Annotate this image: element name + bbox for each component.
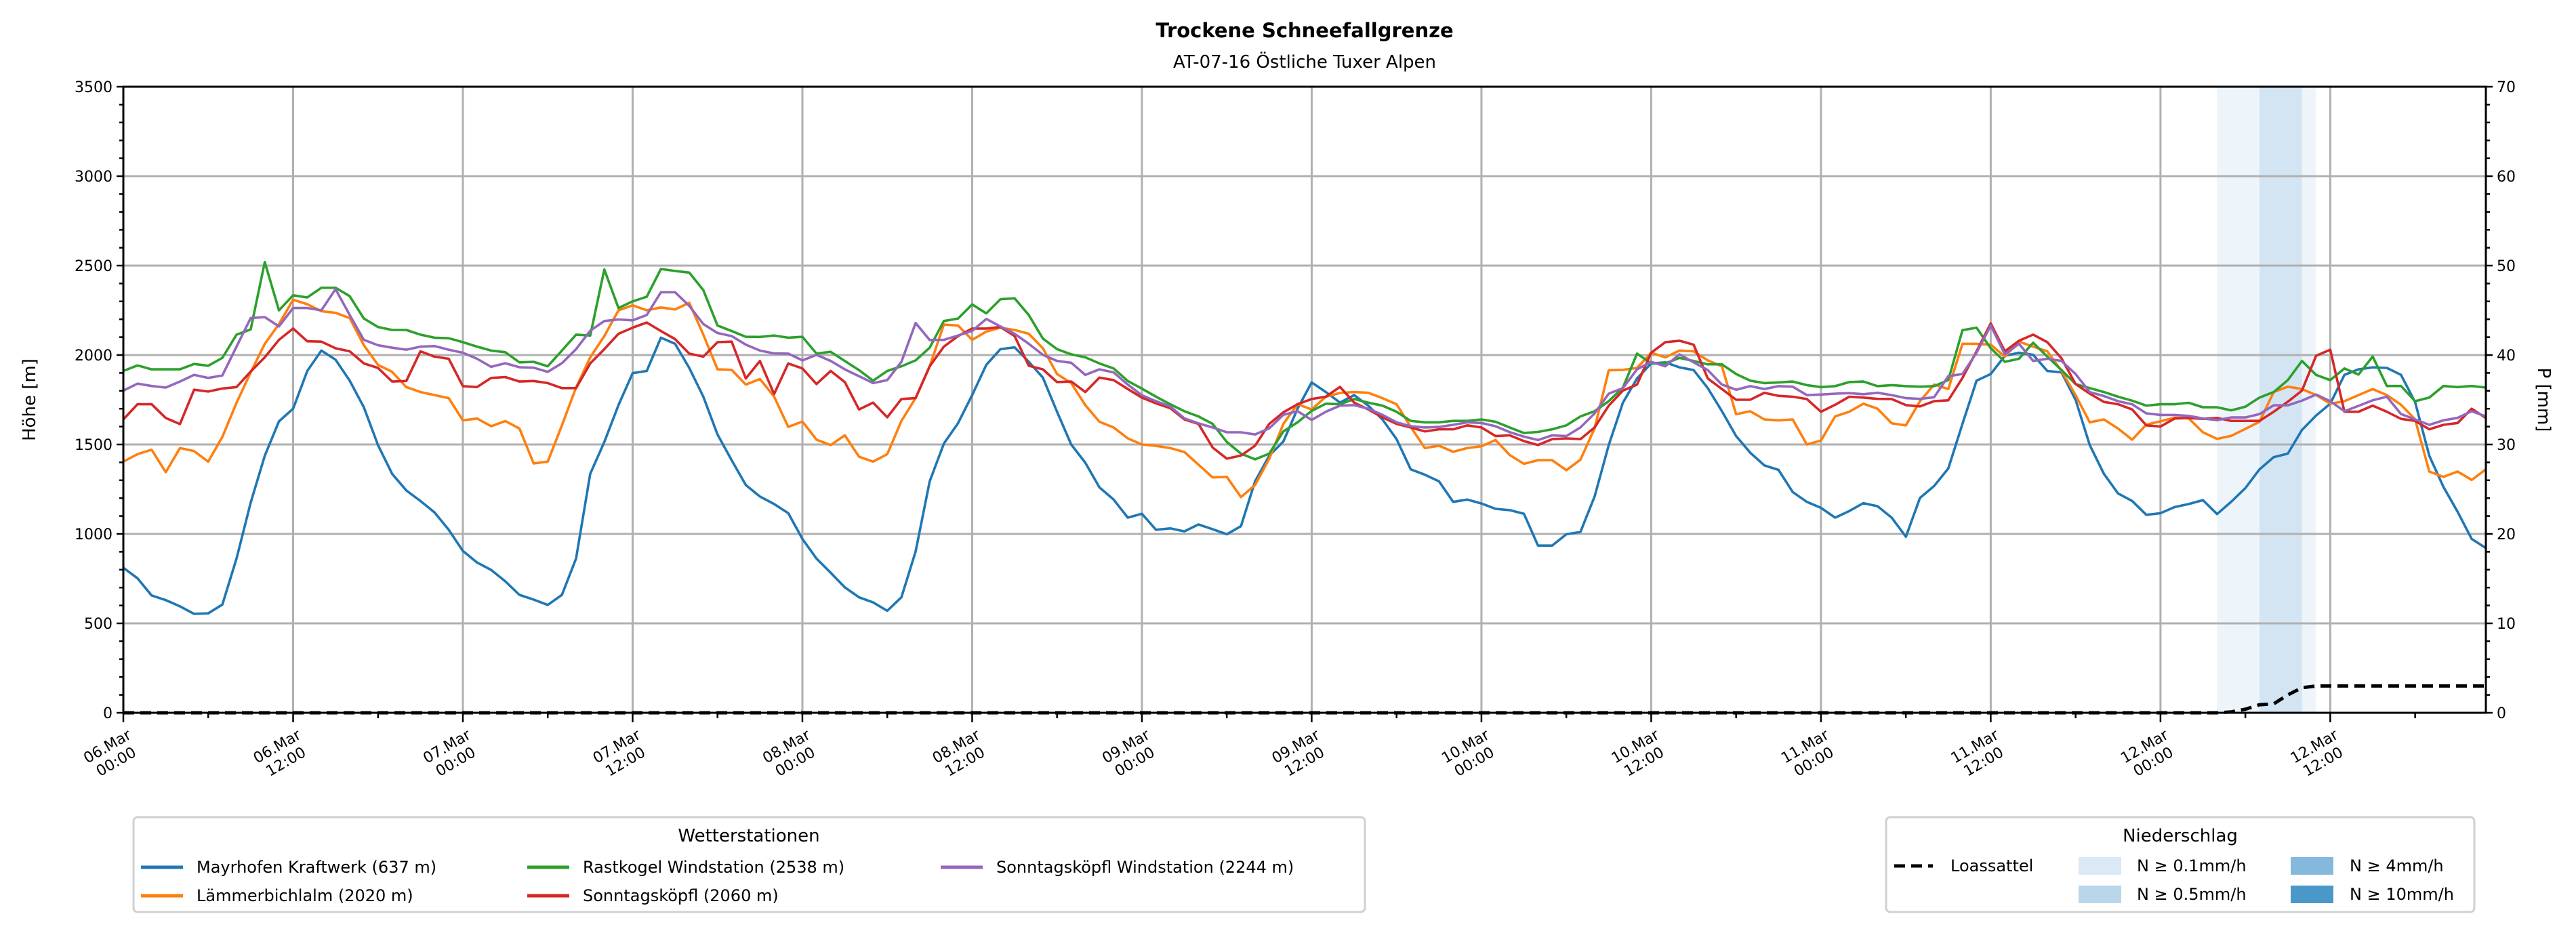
legend-precip-label-0: N ≥ 0.1mm/h [2137, 856, 2247, 875]
legend-label-3: Sonntagsköpfl (2060 m) [583, 886, 779, 905]
legend-label-2: Rastkogel Windstation (2538 m) [583, 858, 844, 877]
legend-loassattel-label: Loassattel [1950, 856, 2033, 875]
y-tick-label: 2500 [75, 258, 113, 275]
y-tick-label: 1500 [75, 437, 113, 454]
y2-tick-label: 60 [2497, 169, 2516, 186]
legend-precip-swatch-0 [2079, 857, 2121, 875]
y2-axis-label: P [mm] [2533, 368, 2554, 432]
y2-tick-label: 70 [2497, 79, 2516, 96]
legend-label-4: Sonntagsköpfl Windstation (2244 m) [996, 858, 1294, 877]
y-tick-label: 2000 [75, 348, 113, 365]
legend-stations-title: Wetterstationen [678, 826, 819, 846]
chart-subtitle: AT-07-16 Östliche Tuxer Alpen [1173, 51, 1436, 72]
plot-frame [122, 85, 2487, 714]
series-line-2 [123, 260, 2487, 461]
series-line-0 [122, 336, 2487, 615]
legend-stations: Wetterstationen Mayrhofen Kraftwerk (637… [132, 816, 1366, 913]
series-line-3 [122, 321, 2487, 460]
y2-tick-label: 0 [2497, 705, 2506, 722]
y-tick-label: 0 [103, 705, 113, 722]
y2-tick-label: 10 [2497, 616, 2516, 633]
legend-label-1: Lämmerbichlalm (2020 m) [197, 886, 413, 905]
series-line-1 [123, 298, 2487, 499]
legend-precip-swatch-3 [2291, 886, 2333, 903]
y2-tick-label: 50 [2497, 258, 2516, 275]
precip-band [2260, 87, 2302, 713]
legend-precip-swatch-1 [2079, 886, 2121, 903]
y2-tick-label: 30 [2497, 437, 2516, 454]
series-line-4 [123, 287, 2487, 442]
y2-tick-label: 20 [2497, 526, 2516, 543]
legend-precip: Niederschlag Loassattel N ≥ 0.1mm/h N ≥ 0… [1885, 816, 2476, 913]
y-tick-label: 500 [84, 616, 113, 633]
y-axis-label: Höhe [m] [20, 358, 40, 441]
precip-line-loassattel [123, 684, 2486, 715]
legend-label-0: Mayrhofen Kraftwerk (637 m) [197, 858, 436, 877]
legend-precip-label-2: N ≥ 4mm/h [2350, 856, 2444, 875]
legend-precip-label-3: N ≥ 10mm/h [2350, 885, 2454, 904]
y-tick-label: 3500 [75, 79, 113, 96]
chart-title: Trockene Schneefallgrenze [1156, 19, 1453, 42]
legend-precip-label-1: N ≥ 0.5mm/h [2137, 885, 2247, 904]
y2-tick-label: 40 [2497, 348, 2516, 365]
legend-precip-swatch-2 [2291, 857, 2333, 875]
legend-precip-title: Niederschlag [2123, 826, 2238, 846]
series-lines [122, 260, 2487, 715]
y-tick-label: 1000 [75, 526, 113, 543]
y-tick-label: 3000 [75, 169, 113, 186]
axes: 0 500 1000 1500 2000 2500 3000 3500 0 10 20 30 40 50 6… [75, 79, 2516, 781]
precip-bands [2217, 87, 2316, 713]
